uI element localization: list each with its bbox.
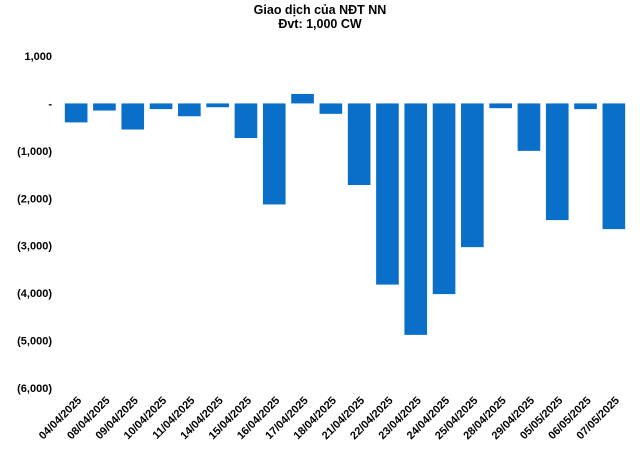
bar — [149, 103, 173, 110]
bar — [545, 103, 569, 221]
bar — [206, 103, 229, 108]
bar — [93, 103, 116, 111]
y-axis: 1,000 - (1,000) (2,000) (3,000) (4,000) (5,000… — [17, 51, 52, 395]
y-tick-label: (3,000) — [17, 241, 52, 253]
bar — [574, 103, 597, 110]
bar — [517, 103, 541, 151]
chart-title-block: Giao dịch của NĐT NN Đvt: 1,000 CW — [0, 3, 640, 31]
bar — [319, 103, 343, 114]
y-tick-label: (5,000) — [17, 336, 52, 348]
bar — [489, 103, 512, 109]
bar — [347, 103, 371, 186]
x-axis: 04/04/202508/04/202509/04/202510/04/2025… — [37, 395, 622, 442]
chart-title: Giao dịch của NĐT NN — [253, 3, 387, 17]
bar — [291, 93, 314, 104]
bar — [602, 103, 626, 230]
bar — [64, 103, 88, 123]
bar — [404, 103, 428, 335]
bar — [121, 103, 145, 130]
bar — [234, 103, 258, 139]
y-tick-label: (4,000) — [17, 288, 52, 300]
bar — [262, 103, 286, 205]
y-tick-label: (2,000) — [17, 193, 52, 205]
y-tick-label: 1,000 — [24, 51, 52, 63]
bar — [461, 103, 484, 248]
bar — [432, 103, 456, 295]
bar-series — [64, 93, 626, 335]
y-tick-label: (6,000) — [17, 383, 52, 395]
chart-subtitle: Đvt: 1,000 CW — [278, 17, 362, 31]
bar — [178, 103, 201, 117]
y-tick-label: (1,000) — [17, 146, 52, 158]
y-tick-label: - — [48, 98, 52, 110]
bar — [376, 103, 399, 285]
